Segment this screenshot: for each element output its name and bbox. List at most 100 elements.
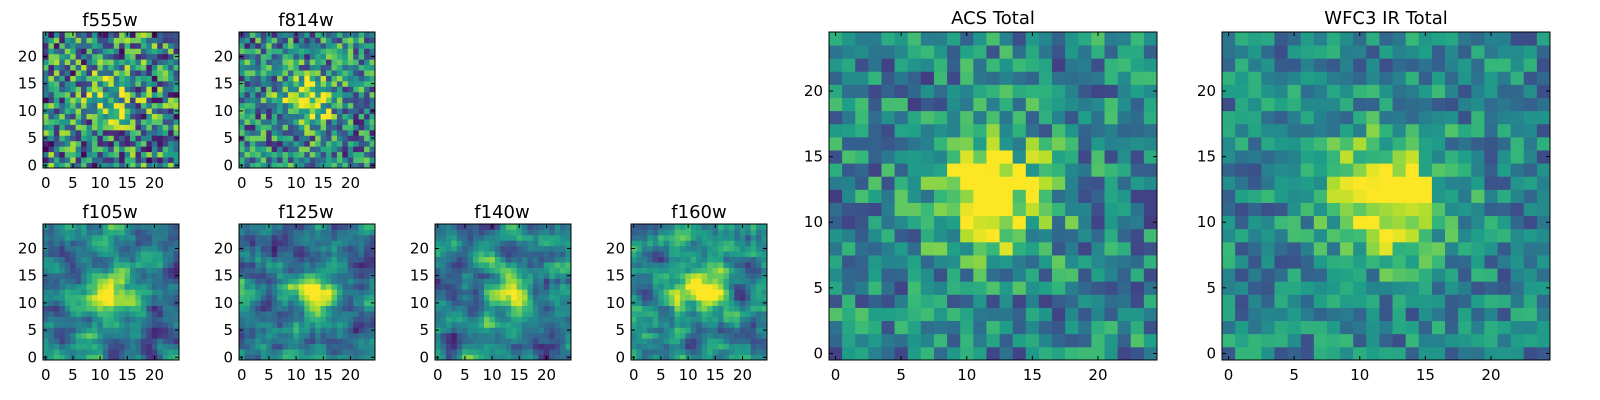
heatmap-cell (64, 229, 71, 236)
heatmap-cell (102, 283, 109, 290)
heatmap-cell (712, 229, 719, 236)
heatmap-cell (53, 316, 60, 323)
heatmap-cell (86, 151, 93, 158)
heatmap-cell (151, 53, 158, 60)
heatmap-cell (1484, 307, 1498, 322)
heatmap-cell (1405, 202, 1420, 217)
heatmap-cell (119, 305, 125, 312)
heatmap-cell (907, 32, 922, 46)
heatmap-cell (53, 135, 60, 142)
heatmap-cell (1287, 176, 1302, 190)
heatmap-cell (102, 53, 109, 60)
heatmap-cell (1353, 281, 1367, 295)
heatmap-cell (309, 80, 316, 87)
heatmap-cell (277, 48, 283, 55)
heatmap-cell (1012, 241, 1027, 256)
heatmap-cell (641, 294, 648, 301)
heatmap-cell (1340, 281, 1354, 295)
heatmap-cell (43, 332, 49, 339)
heatmap-cell (91, 162, 98, 169)
heatmap-cell (298, 245, 305, 252)
heatmap-cell (1052, 71, 1066, 85)
heatmap-cell (146, 91, 153, 98)
heatmap-cell (494, 283, 501, 290)
heatmap-cell (907, 97, 922, 112)
heatmap-cell (1038, 320, 1053, 335)
heatmap-cell (690, 251, 697, 258)
heatmap-cell (712, 311, 719, 317)
heatmap-cell (842, 84, 856, 98)
ytick-label: 15 (410, 267, 429, 285)
heatmap-cell (1130, 110, 1145, 125)
heatmap-cell (255, 157, 262, 163)
heatmap-cell (271, 108, 278, 114)
heatmap-cell (59, 146, 66, 153)
heatmap-cell (1078, 150, 1092, 164)
ticks-f555w (43, 32, 179, 168)
heatmap-cell (1078, 84, 1092, 98)
heatmap-cell (277, 59, 283, 66)
heatmap-cell (320, 294, 327, 301)
heatmap-cell (658, 305, 665, 312)
heatmap-cell (868, 136, 882, 151)
heatmap-cell (304, 135, 311, 142)
heatmap-cell (527, 245, 534, 252)
heatmap-cell (756, 256, 762, 263)
heatmap-cell (511, 234, 517, 241)
heatmap-cell (1091, 189, 1105, 203)
heatmap-cell (364, 300, 370, 306)
heatmap-cell (511, 240, 517, 247)
heatmap-cell (1130, 84, 1145, 98)
heatmap-cell (271, 135, 278, 142)
heatmap-cell (1353, 255, 1367, 269)
heatmap-cell (135, 42, 142, 49)
heatmap-cell (1235, 307, 1249, 322)
heatmap-cell (249, 343, 256, 350)
heatmap-cell (712, 245, 719, 252)
heatmap-cell (907, 150, 922, 164)
heatmap-cell (728, 349, 735, 355)
heatmap-f140w (435, 224, 572, 361)
heatmap-cell (973, 346, 987, 361)
heatmap-cell (315, 224, 321, 230)
heatmap-cell (527, 272, 534, 279)
heatmap-cell (986, 32, 1000, 46)
heatmap-cell (636, 224, 643, 230)
heatmap-cell (505, 278, 512, 285)
heatmap-cell (287, 53, 294, 60)
heatmap-cell (277, 80, 283, 87)
heatmap-cell (255, 86, 262, 93)
heatmap-cell (920, 281, 935, 295)
heatmap-cell (53, 91, 60, 98)
heatmap-cell (364, 32, 370, 38)
heatmap-cell (266, 245, 273, 252)
heatmap-cell (369, 119, 376, 125)
heatmap-cell (130, 157, 136, 163)
heatmap-cell (565, 305, 572, 312)
heatmap-cell (43, 70, 49, 76)
heatmap-cell (277, 256, 283, 263)
heatmap-cell (532, 234, 539, 241)
heatmap-cell (108, 305, 115, 312)
heatmap-cell (353, 32, 360, 38)
heatmap-cell (287, 113, 294, 120)
heatmap-cell (298, 146, 305, 153)
heatmap-cell (255, 91, 262, 98)
heatmap-cell (298, 32, 305, 38)
heatmap-cell (146, 113, 153, 120)
heatmap-cell (907, 163, 922, 177)
heatmap-cell (309, 64, 316, 71)
heatmap-cell (500, 354, 507, 361)
heatmap-cell (663, 289, 670, 296)
heatmap-cell (527, 234, 534, 241)
heatmap-cell (336, 251, 343, 258)
heatmap-cell (652, 262, 659, 268)
heatmap-cell (933, 268, 948, 282)
heatmap-cell (59, 124, 66, 131)
heatmap-cell (456, 321, 463, 328)
heatmap-cell (108, 338, 115, 345)
heatmap-cell (97, 316, 104, 323)
heatmap-cell (260, 251, 267, 258)
heatmap-cell (1366, 241, 1380, 256)
heatmap-cell (868, 320, 882, 335)
